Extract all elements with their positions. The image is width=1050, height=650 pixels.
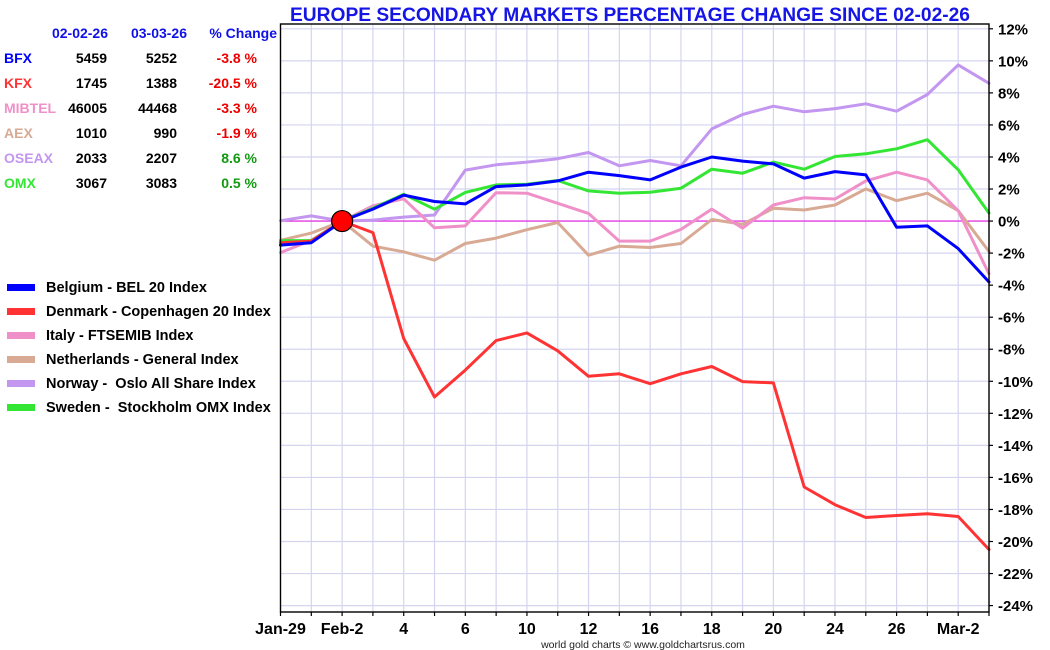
y-tick-label: 12%	[998, 21, 1028, 38]
ticker-label: AEX	[4, 125, 33, 141]
y-tick-label: 10%	[998, 53, 1028, 70]
x-tick-label: 4	[399, 621, 408, 638]
base-point-group	[331, 209, 354, 233]
y-tick-label: 0%	[998, 214, 1020, 231]
y-tick-label: -18%	[998, 502, 1033, 519]
legend-swatch	[7, 380, 35, 387]
end-value: 3083	[145, 175, 177, 191]
series-line-italy	[279, 170, 991, 276]
y-tick-label: -14%	[998, 438, 1033, 455]
legend-label: Italy - FTSEMIB Index	[46, 328, 194, 344]
y-tick-label: 6%	[998, 117, 1020, 134]
ticker-label: MIBTEL	[4, 100, 57, 116]
x-tick-label: 26	[888, 621, 906, 638]
y-tick-label: -8%	[998, 342, 1025, 359]
x-tick-label: 6	[461, 621, 470, 638]
x-tick-label: 10	[518, 621, 536, 638]
percent-change: 8.6 %	[221, 150, 257, 166]
y-tick-label: -2%	[998, 246, 1025, 263]
footer-credit: world gold charts © www.goldchartsrus.co…	[540, 639, 745, 650]
start-value: 46005	[68, 100, 107, 116]
y-tick-label: -20%	[998, 534, 1033, 551]
end-value: 5252	[145, 50, 177, 66]
ticker-label: OMX	[4, 175, 36, 191]
x-tick-label: Mar-2	[937, 621, 980, 638]
x-tick-label: 12	[580, 621, 598, 638]
y-tick-label: -12%	[998, 406, 1033, 423]
ticker-label: KFX	[4, 75, 32, 91]
start-value: 2033	[75, 150, 107, 166]
percent-change: -3.8 %	[216, 50, 257, 66]
legend-label: Denmark - Copenhagen 20 Index	[46, 304, 271, 320]
plot-frame	[279, 23, 990, 613]
y-tick-label: -10%	[998, 374, 1033, 391]
start-value: 3067	[75, 175, 107, 191]
legend-swatch	[7, 356, 35, 363]
y-tick-label: -22%	[998, 566, 1033, 583]
percent-change: -1.9 %	[216, 125, 257, 141]
legend-label: Norway - Oslo All Share Index	[46, 376, 256, 392]
start-value: 1010	[75, 125, 107, 141]
x-tick-label: 18	[703, 621, 721, 638]
legend-label: Netherlands - General Index	[46, 352, 239, 368]
legend-label: Sweden - Stockholm OMX Index	[46, 400, 271, 416]
header-end-date: 03-03-26	[130, 25, 187, 41]
start-value: 5459	[75, 50, 107, 66]
series-line-denmark	[279, 219, 991, 551]
x-tick-label: Jan-29	[255, 621, 306, 638]
header-start-date: 02-02-26	[51, 25, 108, 41]
legend-label: Belgium - BEL 20 Index	[46, 280, 207, 296]
x-tick-label: Feb-2	[321, 621, 364, 638]
legend-swatch	[7, 404, 35, 411]
percent-change: -20.5 %	[208, 75, 257, 91]
end-value: 990	[153, 125, 177, 141]
percent-change: -3.3 %	[216, 100, 257, 116]
percent-change: 0.5 %	[221, 175, 257, 191]
gridlines	[280, 24, 989, 612]
series-line-sweden	[279, 138, 991, 243]
x-tick-label: 20	[764, 621, 782, 638]
y-tick-label: -16%	[998, 470, 1033, 487]
axes: 12% 10% 8% 6% 4% 2% 0% -2% -4% -6% -8% -10% -12% -14%…	[255, 21, 1033, 638]
series-line-belgium	[279, 155, 991, 284]
ticker-label: BFX	[4, 50, 32, 66]
y-tick-label: 8%	[998, 85, 1020, 102]
end-value: 1388	[145, 75, 177, 91]
series-lines	[279, 63, 991, 551]
y-tick-label: 2%	[998, 182, 1020, 199]
y-tick-label: -6%	[998, 310, 1025, 327]
y-tick-label: 4%	[998, 149, 1020, 166]
series-line-netherlands	[279, 187, 991, 262]
start-value: 1745	[75, 75, 107, 91]
ticker-label: OSEAX	[4, 150, 54, 166]
end-value: 2207	[145, 150, 177, 166]
legend-swatch	[7, 308, 35, 315]
legend-swatch	[7, 332, 35, 339]
x-tick-label: 16	[641, 621, 659, 638]
series-line-norway	[279, 63, 991, 223]
end-value: 44468	[138, 100, 177, 116]
base-point-marker	[331, 209, 354, 233]
legend-swatch	[7, 284, 35, 291]
header-percent-change: % Change	[209, 25, 277, 41]
y-tick-label: -4%	[998, 278, 1025, 295]
y-tick-label: -24%	[998, 598, 1033, 615]
x-tick-label: 24	[826, 621, 844, 638]
chart-title: EUROPE SECONDARY MARKETS PERCENTAGE CHAN…	[290, 5, 970, 26]
